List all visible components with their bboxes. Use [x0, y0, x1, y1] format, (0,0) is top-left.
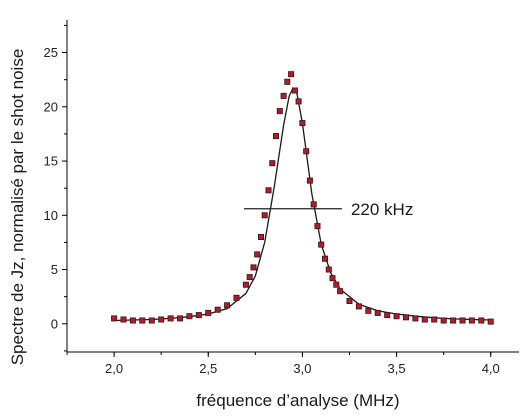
data-point — [412, 315, 419, 322]
data-point — [468, 317, 475, 324]
fwhm-label: 220 kHz — [351, 200, 413, 219]
data-point — [478, 317, 485, 324]
data-point — [329, 275, 336, 282]
y-tick-label: 20 — [44, 99, 58, 114]
data-point — [459, 317, 466, 324]
data-point — [148, 317, 155, 324]
tick-labels: 0 5 10 15 20 25 2,0 2,5 3,0 3,5 4,0 — [44, 45, 500, 376]
axes — [66, 20, 519, 353]
data-point — [246, 274, 253, 281]
x-tick-label: 3,0 — [293, 361, 311, 376]
data-point — [158, 316, 165, 323]
data-point — [374, 309, 381, 316]
data-point — [214, 306, 221, 313]
data-point — [346, 297, 353, 304]
data-point — [321, 255, 328, 262]
data-point — [421, 316, 428, 323]
data-point — [120, 316, 127, 323]
data-point — [224, 302, 231, 309]
y-tick-label: 25 — [44, 45, 58, 60]
y-tick-label: 15 — [44, 154, 58, 169]
y-tick-label: 10 — [44, 208, 58, 223]
data-point — [333, 281, 340, 288]
data-point — [310, 201, 317, 208]
data-point — [291, 87, 298, 94]
data-point — [261, 212, 268, 219]
data-points — [111, 71, 494, 325]
data-point — [269, 160, 276, 167]
x-tick-label: 2,5 — [199, 361, 217, 376]
data-point — [272, 133, 279, 140]
x-axis-title: fréquence d’analyse (MHz) — [196, 391, 399, 410]
data-point — [384, 312, 391, 319]
data-point — [233, 294, 240, 301]
x-tick-label: 2,0 — [105, 361, 123, 376]
x-tick-label: 4,0 — [482, 361, 500, 376]
data-point — [250, 264, 257, 271]
data-point — [167, 315, 174, 322]
data-point — [450, 317, 457, 324]
data-point — [295, 98, 302, 105]
data-point — [280, 92, 287, 99]
data-point — [337, 288, 344, 295]
data-point — [402, 314, 409, 321]
data-point — [139, 317, 146, 324]
x-tick-label: 3,5 — [388, 361, 406, 376]
data-point — [318, 241, 325, 248]
data-point — [254, 251, 261, 258]
data-point — [195, 312, 202, 319]
data-point — [276, 108, 283, 115]
data-point — [314, 223, 321, 230]
data-point — [205, 309, 212, 316]
data-point — [306, 177, 313, 184]
data-point — [129, 317, 136, 324]
y-axis-title: Spectre de Jz, normalisé par le shot noi… — [8, 49, 27, 366]
data-point — [299, 120, 306, 127]
data-point — [257, 233, 264, 240]
data-point — [487, 318, 494, 325]
data-point — [325, 266, 332, 273]
data-point — [111, 315, 118, 322]
data-point — [365, 307, 372, 314]
y-tick-label: 0 — [51, 316, 58, 331]
data-point — [288, 71, 295, 78]
data-point — [242, 281, 249, 288]
data-point — [265, 187, 272, 194]
y-tick-label: 5 — [51, 262, 58, 277]
annotation: 220 kHz — [244, 200, 413, 219]
data-point — [431, 316, 438, 323]
data-point — [355, 303, 362, 310]
data-point — [440, 317, 447, 324]
tick-marks — [62, 24, 492, 357]
data-point — [176, 315, 183, 322]
data-point — [393, 313, 400, 320]
data-point — [186, 313, 193, 320]
data-point — [303, 148, 310, 155]
data-point — [284, 78, 291, 85]
